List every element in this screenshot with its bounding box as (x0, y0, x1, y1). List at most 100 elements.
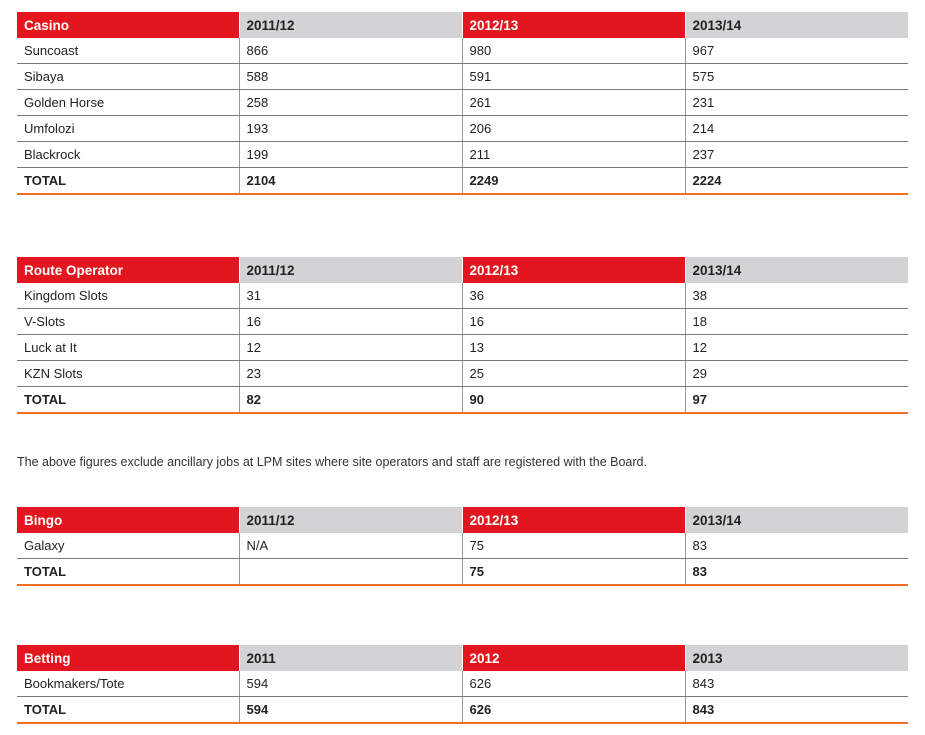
total-label: TOTAL (17, 386, 239, 414)
total-cell: 2249 (461, 167, 685, 195)
table-cell: 83 (684, 533, 908, 559)
table-row: Bookmakers/Tote 594 626 843 (17, 671, 908, 697)
table-cell: 231 (684, 89, 908, 116)
total-cell: 2104 (238, 167, 462, 195)
row-label: Umfolozi (17, 115, 239, 142)
table-cell: 18 (684, 308, 908, 335)
table-header-row: Bingo 2011/12 2012/13 2013/14 (17, 507, 908, 533)
total-cell: 97 (684, 386, 908, 414)
row-label: KZN Slots (17, 360, 239, 387)
table-row: Umfolozi 193 206 214 (17, 115, 908, 142)
table-cell: 626 (461, 671, 685, 697)
table-cell: 13 (461, 334, 685, 361)
table-cell: 214 (684, 115, 908, 142)
table-row: Galaxy N/A 75 83 (17, 533, 908, 559)
column-header: Betting (17, 645, 239, 671)
table-cell: 23 (238, 360, 462, 387)
table-cell: 967 (684, 38, 908, 64)
total-row: TOTAL 2104 2249 2224 (17, 167, 908, 195)
table-cell: 31 (238, 283, 462, 309)
row-label: V-Slots (17, 308, 239, 335)
table-cell: 193 (238, 115, 462, 142)
column-header: 2013/14 (684, 257, 908, 283)
total-label: TOTAL (17, 167, 239, 195)
table-cell: 199 (238, 141, 462, 168)
table-cell: 16 (238, 308, 462, 335)
column-header: 2012 (461, 645, 685, 671)
total-row: TOTAL 75 83 (17, 558, 908, 586)
column-header: 2011 (238, 645, 462, 671)
total-row: TOTAL 594 626 843 (17, 696, 908, 724)
column-header: Bingo (17, 507, 239, 533)
table-row: Sibaya 588 591 575 (17, 63, 908, 90)
casino-table: Casino 2011/12 2012/13 2013/14 Suncoast … (17, 12, 908, 195)
table-cell: N/A (238, 533, 462, 559)
column-header: 2013/14 (684, 507, 908, 533)
total-label: TOTAL (17, 558, 239, 586)
table-cell: 980 (461, 38, 685, 64)
table-cell: 36 (461, 283, 685, 309)
table-cell: 594 (238, 671, 462, 697)
column-header: 2012/13 (461, 507, 685, 533)
table-cell: 211 (461, 141, 685, 168)
total-cell: 83 (684, 558, 908, 586)
table-cell: 258 (238, 89, 462, 116)
row-label: Bookmakers/Tote (17, 671, 239, 697)
table-row: Kingdom Slots 31 36 38 (17, 283, 908, 309)
total-cell (238, 558, 462, 586)
column-header: 2011/12 (238, 257, 462, 283)
row-label: Galaxy (17, 533, 239, 559)
footnote: The above figures exclude ancillary jobs… (17, 455, 647, 469)
total-cell: 90 (461, 386, 685, 414)
row-label: Blackrock (17, 141, 239, 168)
betting-table: Betting 2011 2012 2013 Bookmakers/Tote 5… (17, 645, 908, 724)
table-cell: 843 (684, 671, 908, 697)
column-header: 2013 (684, 645, 908, 671)
table-cell: 75 (461, 533, 685, 559)
row-label: Luck at It (17, 334, 239, 361)
column-header: 2012/13 (461, 12, 685, 38)
table-cell: 25 (461, 360, 685, 387)
row-label: Suncoast (17, 38, 239, 64)
total-cell: 843 (684, 696, 908, 724)
table-cell: 12 (684, 334, 908, 361)
table-cell: 206 (461, 115, 685, 142)
table-header-row: Route Operator 2011/12 2012/13 2013/14 (17, 257, 908, 283)
column-header: 2011/12 (238, 12, 462, 38)
column-header: Casino (17, 12, 239, 38)
table-cell: 237 (684, 141, 908, 168)
row-label: Sibaya (17, 63, 239, 90)
row-label: Golden Horse (17, 89, 239, 116)
table-row: Suncoast 866 980 967 (17, 38, 908, 64)
table-cell: 29 (684, 360, 908, 387)
route-operator-table: Route Operator 2011/12 2012/13 2013/14 K… (17, 257, 908, 414)
row-label: Kingdom Slots (17, 283, 239, 309)
table-cell: 866 (238, 38, 462, 64)
table-row: V-Slots 16 16 18 (17, 308, 908, 335)
column-header: 2012/13 (461, 257, 685, 283)
column-header: Route Operator (17, 257, 239, 283)
bingo-table: Bingo 2011/12 2012/13 2013/14 Galaxy N/A… (17, 507, 908, 586)
table-header-row: Casino 2011/12 2012/13 2013/14 (17, 12, 908, 38)
table-header-row: Betting 2011 2012 2013 (17, 645, 908, 671)
total-row: TOTAL 82 90 97 (17, 386, 908, 414)
table-row: Luck at It 12 13 12 (17, 334, 908, 361)
table-row: Blackrock 199 211 237 (17, 141, 908, 168)
table-cell: 16 (461, 308, 685, 335)
table-cell: 591 (461, 63, 685, 90)
table-cell: 575 (684, 63, 908, 90)
table-row: Golden Horse 258 261 231 (17, 89, 908, 116)
total-cell: 82 (238, 386, 462, 414)
table-cell: 38 (684, 283, 908, 309)
column-header: 2013/14 (684, 12, 908, 38)
total-cell: 75 (461, 558, 685, 586)
table-row: KZN Slots 23 25 29 (17, 360, 908, 387)
total-cell: 2224 (684, 167, 908, 195)
table-cell: 588 (238, 63, 462, 90)
total-cell: 626 (461, 696, 685, 724)
table-cell: 12 (238, 334, 462, 361)
column-header: 2011/12 (238, 507, 462, 533)
total-cell: 594 (238, 696, 462, 724)
total-label: TOTAL (17, 696, 239, 724)
table-cell: 261 (461, 89, 685, 116)
